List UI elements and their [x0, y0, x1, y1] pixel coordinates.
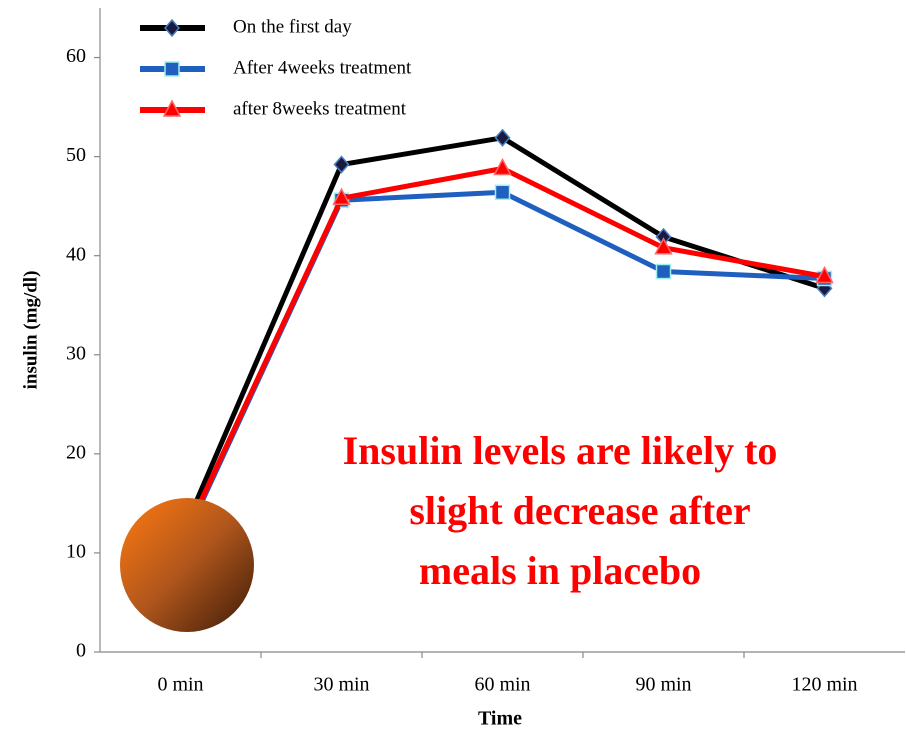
x-tick-label: 0 min [157, 674, 203, 696]
y-tick-label: 20 [66, 441, 86, 463]
marker [496, 185, 510, 199]
y-tick-label: 40 [66, 243, 86, 265]
x-tick-label: 30 min [313, 674, 369, 696]
x-tick-label: 120 min [791, 674, 857, 696]
x-tick-label: 60 min [474, 674, 530, 696]
marker [165, 62, 179, 76]
y-tick-label: 10 [66, 541, 86, 563]
y-axis-label: insulin (mg/dl) [20, 271, 41, 390]
annotation: meals in placebo [419, 548, 701, 593]
chart: insulin (mg/dl) Time 0 10 20 30 40 50 60 0 min 3… [0, 0, 906, 734]
legend-label: after 8weeks treatment [233, 98, 407, 119]
y-tick-label: 0 [76, 640, 86, 662]
x-tick-label: 90 min [635, 674, 691, 696]
x-axis-label: Time [478, 708, 522, 730]
legend-label: After 4weeks treatment [233, 57, 412, 78]
decorative-ball [120, 498, 254, 632]
y-tick-label: 60 [66, 45, 86, 67]
marker [657, 265, 671, 279]
y-tick-label: 50 [66, 144, 86, 166]
annotation: slight decrease after [409, 488, 750, 533]
marker [165, 20, 179, 36]
annotation: Insulin levels are likely to [343, 428, 778, 473]
y-tick-label: 30 [66, 342, 86, 364]
legend-label: On the first day [233, 16, 352, 37]
